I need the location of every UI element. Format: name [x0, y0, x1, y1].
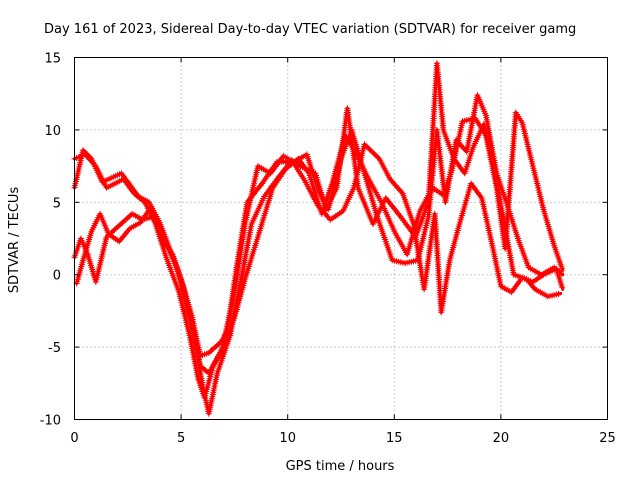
series-group: [71, 60, 566, 417]
y-axis-label: SDTVAR / TECUs: [7, 187, 22, 294]
chart-title: Day 161 of 2023, Sidereal Day-to-day VTE…: [44, 22, 576, 37]
series-s2: [71, 92, 565, 401]
y-tick-label: 10: [44, 124, 61, 139]
x-tick-label: 20: [493, 431, 510, 446]
y-tick-label: -5: [48, 341, 61, 356]
y-tick-label: 15: [44, 52, 61, 67]
series-line: [72, 93, 565, 400]
y-tick-label: 5: [53, 196, 61, 211]
x-tick-label: 0: [70, 431, 78, 446]
series-s4: [73, 109, 565, 359]
x-axis-label: GPS time / hours: [286, 459, 395, 474]
x-tick-labels: 0 5 10 15 20 25: [70, 431, 615, 446]
y-tick-label: -10: [40, 414, 61, 429]
y-tick-label: 0: [53, 269, 61, 284]
point-markers: [71, 92, 564, 401]
point-markers: [73, 109, 565, 359]
tick-marks: [74, 57, 608, 420]
x-tick-label: 5: [177, 431, 185, 446]
x-tick-label: 10: [279, 431, 296, 446]
y-tick-labels: -10 -5 0 5 10 15: [40, 52, 61, 429]
x-tick-label: 15: [386, 431, 403, 446]
x-tick-label: 25: [599, 431, 616, 446]
plot-frame: [74, 57, 608, 420]
grid: [74, 57, 608, 420]
